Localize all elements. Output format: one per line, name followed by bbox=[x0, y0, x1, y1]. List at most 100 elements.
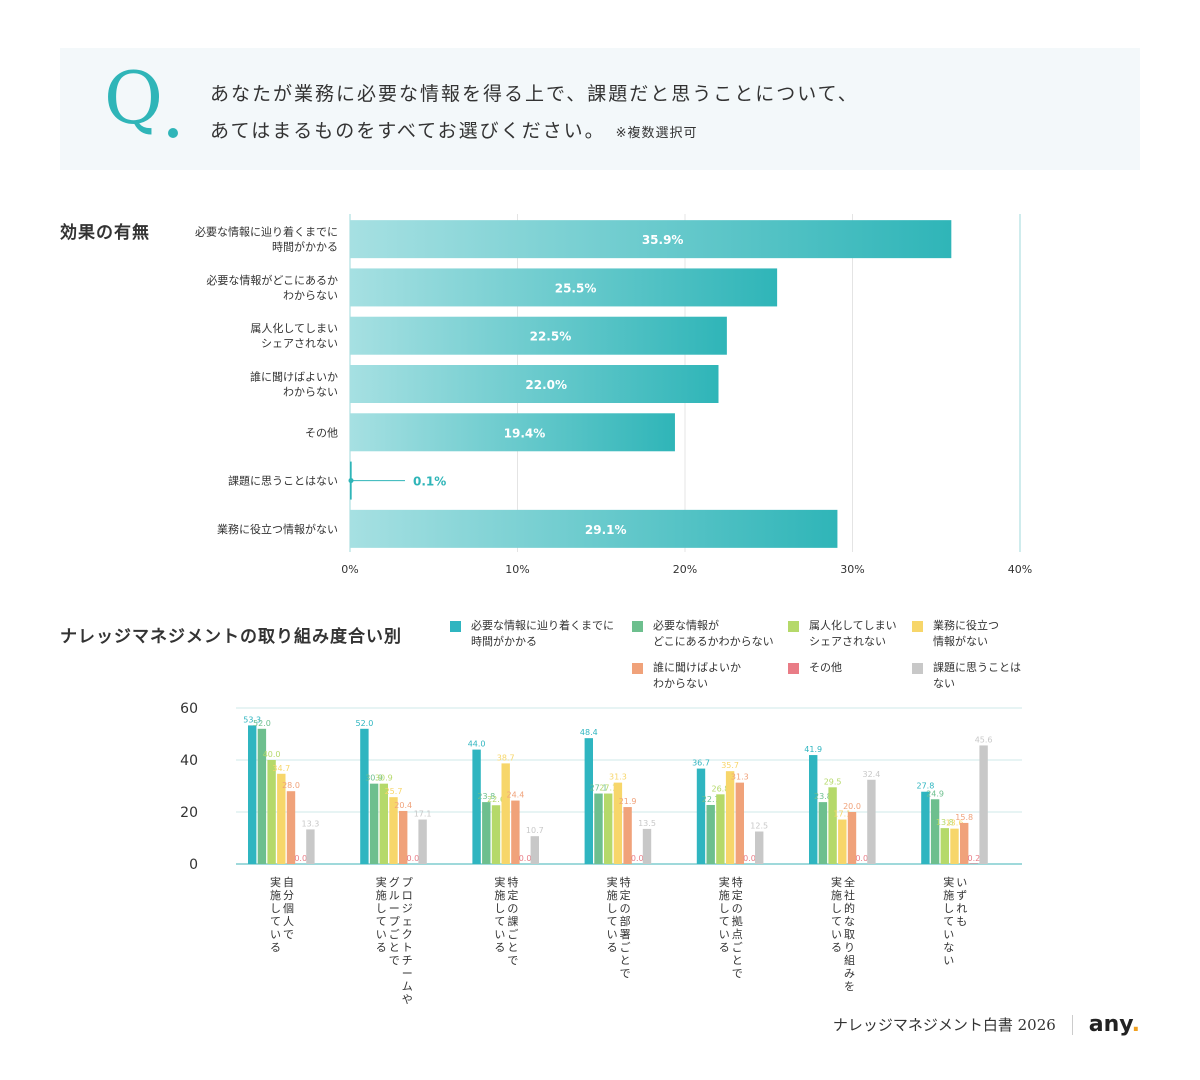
chart2-value-label: 31.3 bbox=[609, 773, 627, 782]
chart2-category-label-char: な bbox=[844, 915, 855, 928]
chart1-category-label: 課題に思うことはない bbox=[228, 474, 338, 488]
chart2-category-label-char: ー bbox=[402, 967, 413, 980]
chart2-category-label-char: 拠 bbox=[732, 915, 743, 928]
chart2-bar bbox=[584, 738, 593, 864]
chart2-category-label-char: し bbox=[494, 902, 505, 915]
legend-label: その他 bbox=[809, 661, 842, 674]
chart2-value-label: 12.5 bbox=[750, 822, 768, 831]
chart2-bar bbox=[267, 760, 276, 864]
chart2-category-label-char: ェ bbox=[402, 915, 413, 928]
chart2-value-label: 0.0 bbox=[631, 854, 644, 863]
chart2-category-label-char: 点 bbox=[732, 928, 743, 941]
chart2-value-label: 24.4 bbox=[506, 791, 524, 800]
chart2-value-label: 34.7 bbox=[272, 764, 290, 773]
chart2-value-label: 40.0 bbox=[263, 750, 281, 759]
chart2-category-label-char: て bbox=[831, 915, 842, 928]
chart1-category-label: 属人化してしまい bbox=[250, 321, 338, 335]
chart1-x-tick-label: 40% bbox=[1008, 563, 1032, 576]
chart1-category-label: 必要な情報がどこにあるか bbox=[206, 273, 338, 287]
chart2-bar bbox=[248, 725, 257, 864]
chart2-category-label-char: 個 bbox=[283, 902, 294, 915]
chart2-bar bbox=[696, 768, 706, 864]
chart2-bar bbox=[809, 755, 818, 864]
chart2-y-tick-label: 60 bbox=[180, 701, 198, 717]
legend-label: 課題に思うことは ない bbox=[933, 661, 1021, 690]
chart1-bar bbox=[350, 220, 952, 259]
chart2-category-label-char: し bbox=[270, 902, 281, 915]
chart2-bar bbox=[930, 799, 940, 864]
chart2-bar bbox=[979, 745, 988, 864]
chart2-category-label-char: 部 bbox=[620, 914, 631, 928]
chart2-category-label-char: 実 bbox=[719, 875, 730, 889]
chart2-value-label: 44.0 bbox=[468, 740, 486, 749]
question-line-1: あなたが業務に必要な情報を得る上で、課題だと思うことについて、 bbox=[210, 83, 859, 105]
legend-label: 業務に役立つ 情報がない bbox=[933, 619, 999, 648]
chart2-category-label-char: い bbox=[943, 954, 954, 967]
chart2-y-tick-label: 20 bbox=[180, 805, 198, 821]
chart2-value-label: 15.8 bbox=[955, 813, 973, 822]
chart2-bar bbox=[755, 831, 764, 864]
chart2-category-label-char: み bbox=[844, 967, 855, 980]
brand-logo-text: any bbox=[1088, 1012, 1132, 1037]
chart2-bar bbox=[604, 793, 613, 864]
legend-label: 属人化してしまい シェアされない bbox=[809, 619, 897, 648]
chart2-bar bbox=[735, 782, 744, 864]
chart2-category-label-char: で bbox=[283, 928, 294, 941]
chart2-category-label-char: て bbox=[376, 915, 387, 928]
chart2-category-label-char: い bbox=[719, 928, 730, 941]
legend-label: 誰に聞けばよいか わからない bbox=[653, 661, 741, 690]
chart2-category-label-char: ご bbox=[620, 940, 631, 954]
chart2-value-label: 0.0 bbox=[407, 854, 420, 863]
chart2-bar bbox=[257, 728, 267, 864]
chart1-x-tick-label: 20% bbox=[673, 563, 697, 576]
legend-item: その他 bbox=[788, 660, 842, 676]
chart2-bar bbox=[950, 828, 959, 864]
chart2-bar bbox=[623, 807, 632, 864]
chart2-category-label-char: 実 bbox=[943, 875, 954, 889]
chart2-category-label-char: て bbox=[270, 915, 281, 928]
chart1-value-label: 22.5% bbox=[530, 330, 572, 344]
chart2-bar bbox=[847, 812, 857, 864]
chart1-category-label: その他 bbox=[305, 426, 338, 439]
chart2-category-label-char: る bbox=[831, 941, 842, 954]
chart1-bar bbox=[350, 268, 778, 307]
chart2-bar bbox=[369, 783, 379, 864]
chart2-category-label-char: で bbox=[620, 967, 631, 980]
chart2-bar bbox=[418, 819, 427, 864]
chart2-category-label-char: 特 bbox=[732, 875, 743, 889]
chart2-category-label-char: い bbox=[270, 928, 281, 941]
chart2-category-label-char: し bbox=[831, 902, 842, 915]
chart2-value-label: 0.0 bbox=[855, 854, 868, 863]
chart2-bar bbox=[960, 822, 969, 864]
chart2-value-label: 20.4 bbox=[394, 801, 412, 810]
chart2-category-label-char: と bbox=[507, 941, 518, 954]
chart2-value-label: 45.6 bbox=[975, 735, 993, 744]
chart2-value-label: 26.8 bbox=[711, 784, 729, 793]
question-note: ※複数選択可 bbox=[615, 126, 698, 141]
chart1-x-tick-label: 0% bbox=[341, 563, 358, 576]
chart2-category-label-char: い bbox=[956, 876, 967, 889]
chart2-category-label-char: し bbox=[719, 902, 730, 915]
chart2-value-label: 13.8 bbox=[936, 818, 954, 827]
chart2-value-label: 30.9 bbox=[365, 774, 383, 783]
chart2-value-label: 24.9 bbox=[926, 789, 944, 798]
chart2-category-label-char: る bbox=[494, 941, 505, 954]
chart2-legend: 必要な情報に辿り着くまでに 時間がかかる 必要な情報が どこにあるかわからない 属人… bbox=[450, 618, 1070, 698]
chart2-category-label-char: ご bbox=[507, 927, 518, 941]
chart2-category-label-char: で bbox=[389, 954, 400, 967]
chart2-category-label-char: し bbox=[607, 902, 618, 915]
chart2-value-label: 13.3 bbox=[301, 819, 319, 828]
legend-swatch bbox=[632, 621, 643, 632]
chart2-value-label: 17.1 bbox=[414, 810, 432, 819]
chart2-category-label-char: 課 bbox=[507, 914, 518, 928]
question-text: あなたが業務に必要な情報を得る上で、課題だと思うことについて、 あてはまるものを… bbox=[210, 76, 859, 152]
chart2-category-label-char: り bbox=[844, 941, 855, 954]
chart2-value-label: 22.6 bbox=[487, 795, 505, 804]
chart2-category-label-char: い bbox=[494, 928, 505, 941]
chart2-category-label-char: を bbox=[844, 980, 855, 993]
chart2-value-label: 27.8 bbox=[916, 782, 934, 791]
chart2-value-label: 48.4 bbox=[580, 728, 598, 737]
chart2-category-label-char: 定 bbox=[507, 888, 518, 902]
chart2-category-label-char: や bbox=[402, 993, 413, 1006]
chart2-category-label-char: 施 bbox=[719, 889, 730, 902]
